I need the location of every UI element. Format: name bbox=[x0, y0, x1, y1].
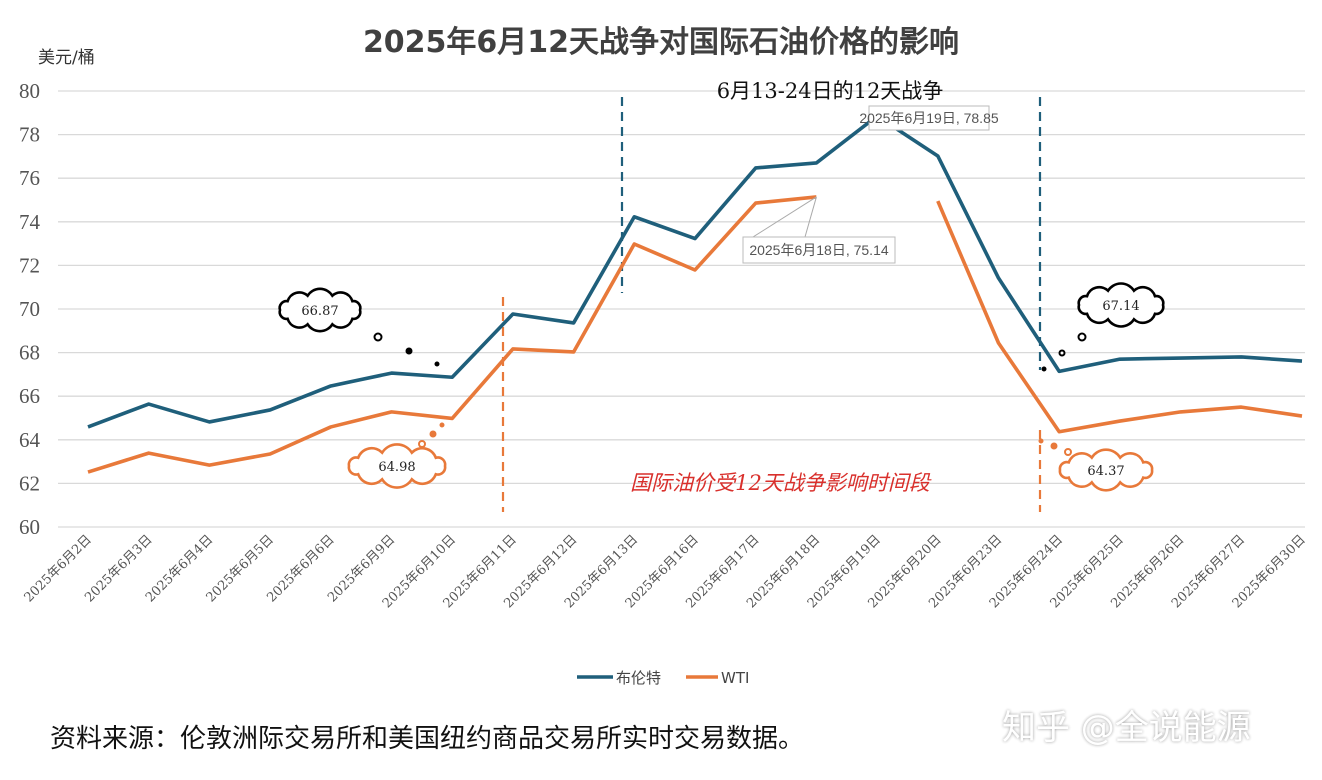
cloud-wti-after-value: 64.37 bbox=[1087, 464, 1124, 479]
cloud-wti-before-cloud-shape bbox=[347, 443, 447, 489]
callout-wti-peak-text: 2025年6月18日, 75.14 bbox=[749, 242, 889, 258]
y-tick-label: 62 bbox=[19, 471, 40, 495]
y-tick-label: 64 bbox=[19, 428, 41, 452]
cloud-wti-before-thought-bubble bbox=[418, 440, 426, 448]
legend-label-wti: WTI bbox=[721, 669, 749, 687]
callout-wti-peak-leader2 bbox=[804, 196, 817, 238]
cloud-brent-after-thought-bubble bbox=[1058, 349, 1066, 357]
cloud-brent-after-thought-bubble bbox=[1041, 366, 1047, 372]
cloud-brent-before-thought-bubble bbox=[434, 361, 440, 367]
y-tick-label: 74 bbox=[19, 210, 41, 234]
war-period-note: 国际油价受12天战争影响时间段 bbox=[630, 471, 932, 495]
cloud-wti-after-thought-bubble bbox=[1038, 438, 1044, 444]
cloud-wti-before-thought-bubble bbox=[429, 430, 437, 438]
y-tick-label: 72 bbox=[19, 253, 40, 277]
cloud-brent-before-value: 66.87 bbox=[301, 304, 338, 319]
y-tick-label: 66 bbox=[19, 384, 40, 408]
watermark: 知乎 @全说能源 bbox=[1002, 708, 1251, 748]
cloud-wti-before-value: 64.98 bbox=[378, 460, 415, 475]
cloud-brent-before-cloud-shape bbox=[278, 287, 362, 333]
cloud-brent-before-thought-bubble bbox=[405, 347, 413, 355]
y-tick-label: 70 bbox=[19, 297, 40, 321]
series-line-brent bbox=[87, 114, 1303, 429]
cloud-brent-after-value: 67.14 bbox=[1102, 299, 1139, 314]
chart-title: 2025年6月12天战争对国际石油价格的影响 bbox=[363, 25, 959, 60]
series-line-wti bbox=[87, 195, 817, 474]
y-tick-label: 78 bbox=[19, 123, 40, 147]
y-tick-label: 60 bbox=[19, 515, 40, 539]
cloud-brent-after-cloud-shape bbox=[1077, 282, 1165, 328]
callout-brent-peak-text: 2025年6月19日, 78.85 bbox=[859, 110, 999, 126]
series-line-wti bbox=[936, 200, 1303, 434]
source-note: 资料来源：伦敦洲际交易所和美国纽约商品交易所实时交易数据。 bbox=[50, 724, 805, 754]
callout-brent-peak-box bbox=[868, 105, 990, 131]
y-axis-unit: 美元/桶 bbox=[38, 48, 95, 68]
cloud-brent-before-thought-bubble bbox=[373, 332, 383, 342]
y-tick-label: 80 bbox=[19, 79, 40, 103]
cloud-wti-before-thought-bubble bbox=[439, 422, 445, 428]
legend-label-brent: 布伦特 bbox=[616, 669, 661, 687]
cloud-wti-after-cloud-shape bbox=[1058, 448, 1154, 492]
war-period-title: 6月13-24日的12天战争 bbox=[717, 79, 944, 103]
callout-wti-peak-box bbox=[742, 236, 896, 264]
cloud-brent-after-thought-bubble bbox=[1077, 332, 1087, 342]
cloud-wti-after-thought-bubble bbox=[1050, 442, 1058, 450]
cloud-wti-after-thought-bubble bbox=[1064, 448, 1072, 456]
y-tick-label: 76 bbox=[19, 166, 40, 190]
y-tick-label: 68 bbox=[19, 341, 40, 365]
